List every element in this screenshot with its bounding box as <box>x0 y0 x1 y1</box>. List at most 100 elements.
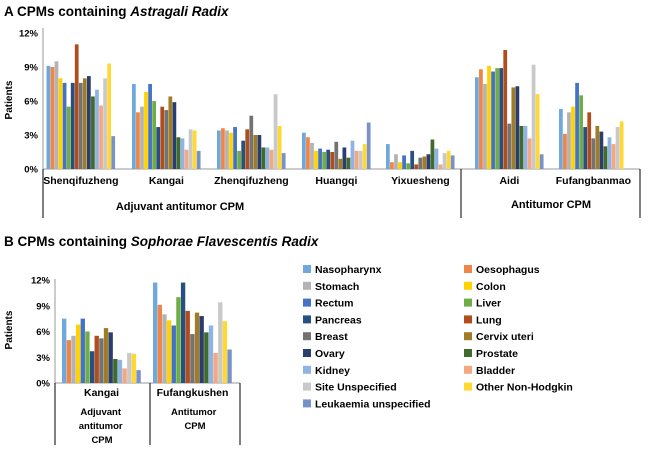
bar-fufangkushen-prostate <box>204 332 209 383</box>
bar-fufangkushen-colon <box>166 320 172 383</box>
bar-fufangkushen-liver <box>176 297 181 383</box>
bar-zhenqifuzheng-oesophagus <box>221 128 225 169</box>
bar-shenqifuzheng-site-unspecified <box>103 78 107 169</box>
legend-label-colon: Colon <box>476 281 506 293</box>
bar-fufangkushen-nasopharynx <box>153 282 158 383</box>
bar-huangqi-site-unspecified <box>358 150 363 169</box>
legend-swatch-rectum <box>303 298 311 307</box>
legend-swatch-leukaemia-unspecified <box>303 399 311 408</box>
panel-a-group-adjuvant: Adjuvant antitumor CPM <box>116 201 244 213</box>
bar-zhenqifuzheng-colon <box>229 132 233 169</box>
legend-label-pancreas: Pancreas <box>315 314 362 326</box>
legend-label-bladder: Bladder <box>476 365 515 377</box>
bar-yixuesheng-colon <box>398 162 402 169</box>
bar-zhenqifuzheng-leukaemia-unspecified <box>281 153 286 169</box>
bar-yixuesheng-ovary <box>426 154 431 169</box>
bar-kangai-bladder <box>122 368 127 383</box>
bar-shenqifuzheng-stomach <box>54 61 59 169</box>
bar-aidi-breast <box>507 123 512 169</box>
bar-kangai-nasopharynx <box>62 318 67 384</box>
bar-yixuesheng-cervix-uteri <box>422 156 427 169</box>
bar-huangqi-nasopharynx <box>302 132 306 169</box>
y-tick-label: 0% <box>24 165 38 176</box>
bar-aidi-colon <box>487 65 491 169</box>
legend-swatch-liver <box>464 298 472 307</box>
bar-aidi-kidney <box>523 125 528 169</box>
bar-shenqifuzheng-bladder <box>99 105 103 169</box>
bar-fufangkushen-other-non-hodgkin <box>222 321 228 383</box>
bar-shenqifuzheng-liver <box>66 106 71 169</box>
bar-yixuesheng-lung <box>414 164 419 169</box>
legend-label-liver: Liver <box>476 298 501 310</box>
bar-kangai-ovary <box>172 102 177 169</box>
bar-fufangkushen-stomach <box>162 314 167 383</box>
legend: Nasopharynx Oesophagus Stomach Colon Rectum L… <box>303 264 573 410</box>
bar-kangai-lung <box>160 106 165 169</box>
panel-b-title: B CPMs containing Sophorae Flavescentis … <box>4 234 319 249</box>
bar-fufangkushen-rectum <box>171 325 176 383</box>
panel-a-category-labels: Shenqifuzheng Kangai Zhenqifuzheng Huangqi Y… <box>43 175 631 187</box>
panel-b-y-ticks: 0% 3% 6% 9% 12% <box>31 276 51 390</box>
legend-swatch-breast <box>303 332 311 341</box>
bar-shenqifuzheng-colon <box>58 78 63 169</box>
bar-huangqi-other-non-hodgkin <box>362 144 367 169</box>
legend-swatch-oesophagus <box>464 265 472 273</box>
bar-kangai-ovary <box>108 332 113 383</box>
legend-label-lung: Lung <box>476 314 502 326</box>
legend-swatch-prostate <box>464 349 472 357</box>
bar-zhenqifuzheng-cervix-uteri <box>253 135 258 169</box>
bar-kangai-cervix-uteri <box>168 96 173 169</box>
bar-kangai-kidney <box>117 359 123 383</box>
bar-zhenqifuzheng-breast <box>249 115 254 169</box>
bar-kangai-liver <box>152 101 156 169</box>
bar-kangai-nasopharynx <box>132 84 136 169</box>
category-label-kangai: Kangai <box>149 175 184 187</box>
category-label-aidi: Aidi <box>499 175 519 187</box>
bar-fufangbanmao-pancreas <box>583 127 588 169</box>
bar-aidi-lung <box>503 50 508 169</box>
bar-fufangbanmao-oesophagus <box>563 133 567 169</box>
bar-yixuesheng-prostate <box>430 139 435 169</box>
bar-kangai-site-unspecified <box>188 129 193 169</box>
panel-a-y-axis-label: Patients <box>4 80 15 119</box>
bar-kangai-rectum <box>80 318 85 384</box>
legend-label-kidney: Kidney <box>315 365 350 377</box>
bar-zhenqifuzheng-kidney <box>265 147 270 169</box>
bar-kangai-oesophagus <box>136 112 140 169</box>
bar-kangai-oesophagus <box>66 340 71 383</box>
bar-aidi-pancreas <box>499 68 504 169</box>
bar-aidi-liver <box>495 68 499 169</box>
bar-zhenqifuzheng-prostate <box>261 147 266 169</box>
bar-huangqi-colon <box>314 150 318 169</box>
bar-shenqifuzheng-leukaemia-unspecified <box>111 136 116 169</box>
bar-aidi-nasopharynx <box>475 77 479 169</box>
bar-kangai-leukaemia-unspecified <box>196 150 201 169</box>
y-tick-label: 0% <box>36 379 50 390</box>
bar-kangai-pancreas <box>89 351 95 383</box>
bar-huangqi-pancreas <box>326 149 331 169</box>
bar-yixuesheng-liver <box>406 163 410 169</box>
legend-swatch-cervix-uteri <box>464 332 472 341</box>
bar-fufangbanmao-prostate <box>603 146 608 169</box>
bar-kangai-breast <box>164 110 169 169</box>
bar-fufangbanmao-other-non-hodgkin <box>619 121 624 169</box>
bar-fufangbanmao-bladder <box>611 144 616 169</box>
category-label-huangqi: Huangqi <box>315 175 357 187</box>
bar-fufangkushen-pancreas <box>180 282 186 383</box>
bar-fufangkushen-breast <box>190 334 195 383</box>
bar-zhenqifuzheng-site-unspecified <box>273 94 278 169</box>
bar-fufangbanmao-cervix-uteri <box>595 125 600 169</box>
y-tick-label: 12% <box>19 29 39 40</box>
legend-label-nasopharynx: Nasopharynx <box>315 264 382 276</box>
bar-huangqi-liver <box>322 152 326 169</box>
y-tick-label: 6% <box>24 97 38 108</box>
bar-huangqi-leukaemia-unspecified <box>366 122 371 169</box>
bar-huangqi-oesophagus <box>306 137 310 169</box>
bar-fufangkushen-cervix-uteri <box>194 312 200 383</box>
bar-kangai-rectum <box>148 84 152 169</box>
bar-kangai-other-non-hodgkin <box>131 353 137 383</box>
bar-zhenqifuzheng-liver <box>237 150 241 169</box>
legend-label-oesophagus: Oesophagus <box>476 264 540 276</box>
bar-fufangbanmao-site-unspecified <box>615 127 620 169</box>
bar-kangai-lung <box>94 335 99 383</box>
